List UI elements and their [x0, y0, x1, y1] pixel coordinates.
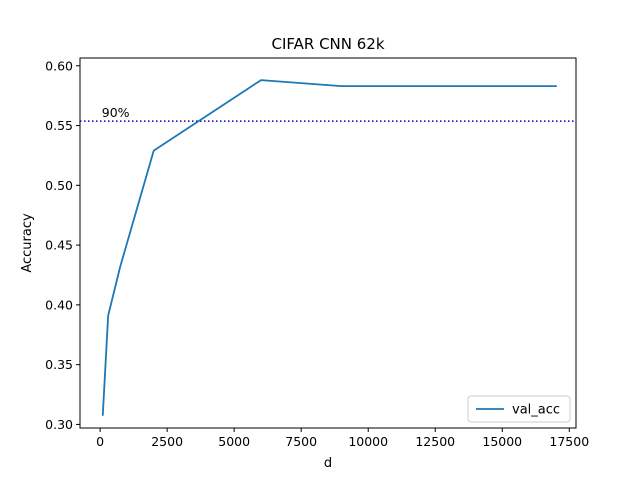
x-axis: 0 2500 5000 7500 10000 12500 15000 17500: [96, 428, 589, 449]
x-tick-label: 10000: [348, 434, 388, 449]
y-axis: 0.30 0.35 0.40 0.45 0.50 0.55 0.60: [45, 58, 80, 432]
x-tick-label: 5000: [218, 434, 250, 449]
y-axis-label: Accuracy: [20, 213, 35, 273]
legend-label: val_acc: [512, 403, 560, 418]
x-tick-label: 2500: [151, 434, 183, 449]
x-tick-label: 17500: [549, 434, 589, 449]
x-tick-label: 12500: [415, 434, 455, 449]
x-tick-label: 7500: [285, 434, 317, 449]
x-tick-label: 0: [96, 434, 104, 449]
plot-area: [79, 57, 577, 429]
y-tick-label: 0.55: [45, 118, 73, 133]
y-tick-label: 0.30: [45, 417, 73, 432]
legend: val_acc: [467, 395, 571, 423]
y-tick-label: 0.60: [45, 58, 73, 73]
threshold-label: 90%: [102, 105, 130, 120]
x-tick-label: 15000: [482, 434, 522, 449]
y-tick-label: 0.35: [45, 357, 73, 372]
chart-title: CIFAR CNN 62k: [271, 35, 384, 53]
y-tick-label: 0.40: [45, 297, 73, 312]
legend-box: [467, 395, 571, 423]
y-tick-label: 0.45: [45, 238, 73, 253]
series-line-val_acc: [101, 79, 557, 416]
threshold-line-group: 90%: [80, 105, 576, 122]
x-axis-label: d: [324, 456, 332, 471]
series-group: [101, 79, 557, 416]
y-tick-label: 0.50: [45, 178, 73, 193]
